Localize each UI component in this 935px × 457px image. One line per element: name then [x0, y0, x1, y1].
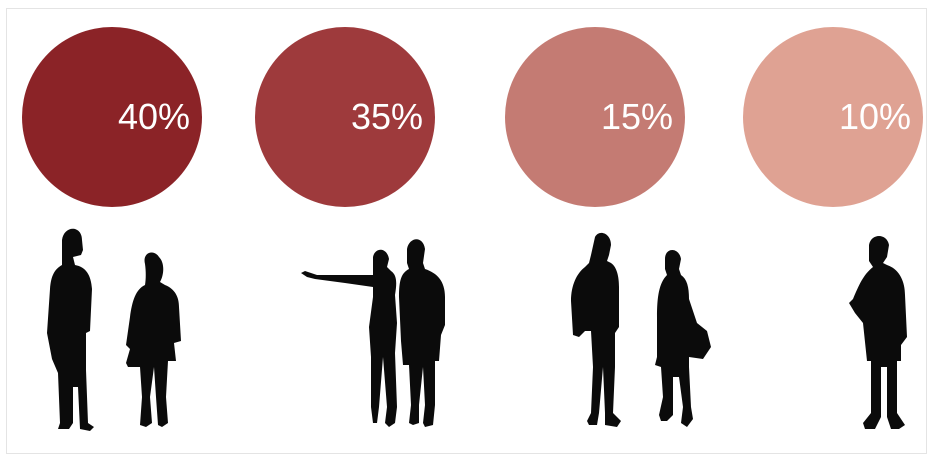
person-silhouette-2-1: [301, 249, 397, 427]
single-person-icon: [849, 236, 907, 429]
percent-label-4: 10%: [839, 96, 911, 137]
two-people-talking-icon: [47, 228, 181, 431]
percent-circle-4: [743, 27, 923, 207]
percent-circle-3: [505, 27, 685, 207]
two-people-with-bags-icon: [571, 232, 711, 427]
chart-frame: [6, 8, 927, 454]
percent-label-2: 35%: [351, 96, 423, 137]
percent-label-3: 15%: [601, 96, 673, 137]
person-silhouette-3-2: [655, 250, 711, 427]
person-silhouette-3-1: [571, 232, 621, 427]
person-silhouette-1-1: [47, 228, 94, 431]
couple-pointing-icon: [301, 239, 445, 427]
person-silhouette-1-2: [126, 252, 181, 427]
percent-circle-2: [255, 27, 435, 207]
percent-label-1: 40%: [118, 96, 190, 137]
person-silhouette-4-1: [849, 236, 907, 429]
percent-circle-1: [22, 27, 202, 207]
person-silhouette-2-2: [399, 239, 445, 427]
